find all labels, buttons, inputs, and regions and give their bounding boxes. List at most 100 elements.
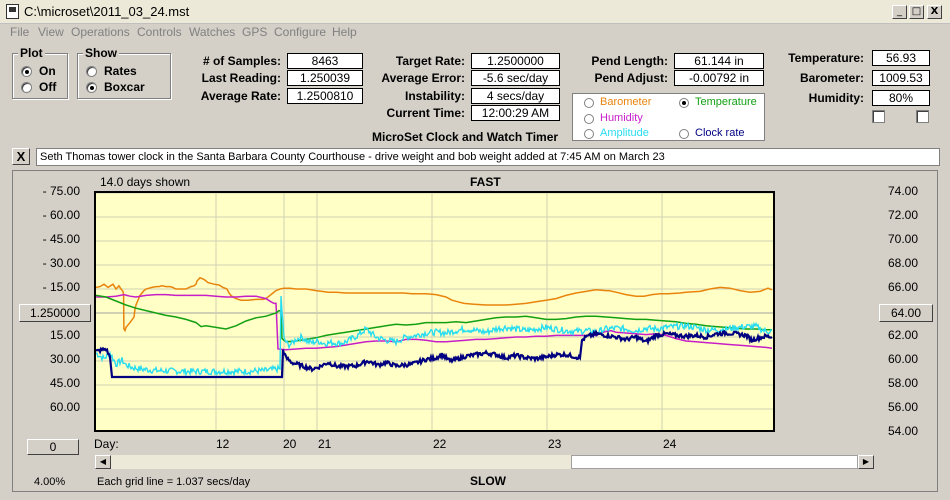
legend-clock-rate-label[interactable]: Clock rate <box>695 127 745 139</box>
menu-help[interactable]: Help <box>332 25 357 39</box>
series-temperature <box>96 294 772 343</box>
target-rate-field[interactable]: 1.2500000 <box>471 53 560 69</box>
right-tick: 62.00 <box>888 328 919 342</box>
samples-label: # of Samples: <box>202 54 281 68</box>
right-tick: 54.00 <box>888 424 919 438</box>
legend-amplitude-label[interactable]: Amplitude <box>600 127 649 139</box>
instability-label: Instability: <box>404 89 465 103</box>
left-tick: - 15.00 <box>42 280 80 294</box>
x-tick: 22 <box>433 437 447 451</box>
menu-gps[interactable]: GPS <box>242 25 268 39</box>
subtitle: MicroSet Clock and Watch Timer <box>372 130 559 144</box>
series-amplitude <box>96 295 773 378</box>
legend-temperature-label[interactable]: Temperature <box>695 96 757 108</box>
barometer-field: 1009.53 <box>872 70 930 86</box>
x-tick: 20 <box>283 437 297 451</box>
legend-temperature-radio[interactable] <box>679 98 689 108</box>
chart-svg <box>96 193 773 430</box>
menu-bar: File View Operations Controls Watches GP… <box>0 24 950 42</box>
plot-on-radio[interactable] <box>21 66 32 77</box>
menu-view[interactable]: View <box>38 25 64 39</box>
plot-area[interactable] <box>94 191 775 432</box>
average-rate-label: Average Rate: <box>200 89 281 103</box>
pend-adjust-field: -0.00792 in <box>674 70 764 86</box>
legend-humidity-radio[interactable] <box>584 114 594 124</box>
left-tick: - 75.00 <box>42 184 80 198</box>
show-group <box>77 53 171 99</box>
barometer-label: Barometer: <box>799 71 864 85</box>
x-tick: 12 <box>216 437 230 451</box>
horizontal-scrollbar[interactable]: ◀ ▶ <box>94 454 875 470</box>
minimize-button[interactable]: _ <box>892 5 907 19</box>
checkbox-2[interactable] <box>916 110 929 123</box>
samples-field: 8463 <box>287 53 363 69</box>
left-tick: 30.00 <box>49 352 80 366</box>
current-time-field: 12:00:29 AM <box>471 105 560 121</box>
boxcar-label[interactable]: Boxcar <box>104 80 145 94</box>
x-tick: 23 <box>548 437 562 451</box>
rates-label[interactable]: Rates <box>104 64 137 78</box>
series-legend: Barometer Temperature Humidity Amplitude… <box>572 93 765 141</box>
pend-length-label: Pend Length: <box>591 54 668 68</box>
menu-configure[interactable]: Configure <box>274 25 327 39</box>
last-reading-label: Last Reading: <box>201 71 281 85</box>
menu-file[interactable]: File <box>10 25 30 39</box>
scroll-thumb[interactable] <box>571 455 858 469</box>
left-tick: - 60.00 <box>42 208 80 222</box>
plot-group-title: Plot <box>18 46 45 60</box>
menu-watches[interactable]: Watches <box>189 25 236 39</box>
right-tick: 70.00 <box>888 232 919 246</box>
show-group-title: Show <box>83 46 119 60</box>
series-clock-rate <box>96 329 773 379</box>
average-error-label: Average Error: <box>381 71 465 85</box>
average-rate-field: 1.2500810 <box>287 88 363 104</box>
legend-amplitude-radio[interactable] <box>584 129 594 139</box>
left-tick: - 30.00 <box>42 256 80 270</box>
last-reading-field: 1.250039 <box>287 70 363 86</box>
right-tick: 56.00 <box>888 400 919 414</box>
menu-operations[interactable]: Operations <box>71 25 130 39</box>
grid-info-label: Each grid line = 1.037 secs/day <box>97 476 251 488</box>
x-axis-title: Day: <box>94 437 119 451</box>
pend-length-field[interactable]: 61.144 in <box>674 53 764 69</box>
pend-adjust-label: Pend Adjust: <box>594 71 668 85</box>
fast-label: FAST <box>470 175 501 189</box>
plot-off-label[interactable]: Off <box>39 80 57 94</box>
right-tick: 58.00 <box>888 376 919 390</box>
days-shown-label: 14.0 days shown <box>100 175 191 189</box>
menu-controls[interactable]: Controls <box>137 25 182 39</box>
close-note-button[interactable]: X <box>12 148 30 165</box>
x-tick: 24 <box>663 437 677 451</box>
close-button[interactable]: X <box>927 5 942 19</box>
right-tick: 72.00 <box>888 208 919 222</box>
plot-on-label[interactable]: On <box>39 64 56 78</box>
note-input[interactable]: Seth Thomas tower clock in the Santa Bar… <box>36 148 940 166</box>
right-tick: 74.00 <box>888 184 919 198</box>
series-barometer <box>96 276 773 333</box>
instability-field: 4 secs/day <box>471 88 560 104</box>
boxcar-radio[interactable] <box>86 82 97 93</box>
center-rate-button[interactable]: 1.250000 <box>19 304 91 322</box>
temperature-field: 56.93 <box>872 50 930 66</box>
plot-off-radio[interactable] <box>21 82 32 93</box>
zero-button[interactable]: 0 <box>27 439 79 455</box>
legend-barometer-label[interactable]: Barometer <box>600 96 652 108</box>
temperature-label: Temperature: <box>788 51 864 65</box>
right-tick: 66.00 <box>888 280 919 294</box>
checkbox-1[interactable] <box>872 110 885 123</box>
maximize-button[interactable]: □ <box>909 5 924 19</box>
percent-label: 4.00% <box>34 476 66 488</box>
average-error-field: -5.6 sec/day <box>471 70 560 86</box>
x-tick: 21 <box>318 437 332 451</box>
chart-panel <box>12 170 938 492</box>
rates-radio[interactable] <box>86 66 97 77</box>
legend-clock-rate-radio[interactable] <box>679 129 689 139</box>
center-temp-button[interactable]: 64.00 <box>879 304 933 322</box>
scroll-left-button[interactable]: ◀ <box>95 455 111 469</box>
scroll-right-button[interactable]: ▶ <box>858 455 874 469</box>
humidity-label: Humidity: <box>808 91 864 105</box>
legend-humidity-label[interactable]: Humidity <box>600 112 643 124</box>
window-title: C:\microset\2011_03_24.mst <box>24 4 190 19</box>
legend-barometer-radio[interactable] <box>584 98 594 108</box>
current-time-label: Current Time: <box>386 106 465 120</box>
